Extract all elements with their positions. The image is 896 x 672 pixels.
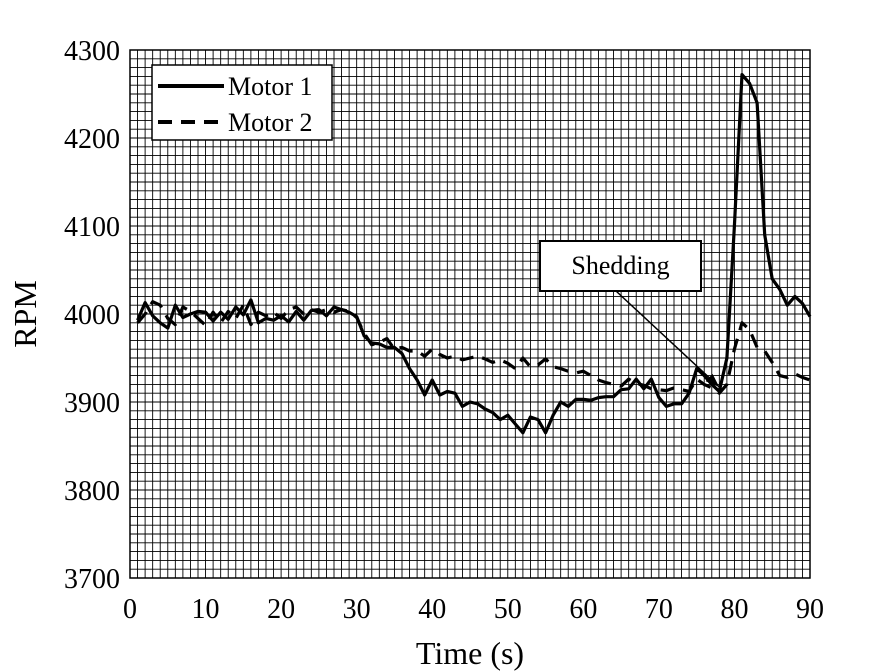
plot-frame (129, 49, 811, 579)
series-line-motor-1 (136, 72, 812, 435)
annotation-arrowhead (705, 373, 720, 387)
y-tick-labels: 3700 3800 3900 4000 4100 4200 4300 (64, 36, 120, 595)
legend-label-motor-1: Motor 1 (228, 72, 313, 101)
legend-label-motor-2: Motor 2 (228, 108, 313, 137)
series-line-motor-2 (136, 300, 811, 395)
y-tick-label: 4100 (64, 212, 120, 243)
x-tick-label: 70 (645, 594, 673, 625)
x-tick-labels: 0 10 20 30 40 50 60 70 80 90 (123, 594, 824, 625)
x-tick-label: 50 (494, 594, 522, 625)
annotation-box (539, 240, 702, 292)
legend-box (151, 64, 333, 141)
x-tick-label: 90 (796, 594, 824, 625)
x-axis-label: Time (s) (416, 635, 524, 671)
y-tick-label: 4300 (64, 36, 120, 67)
y-tick-label: 4000 (64, 300, 120, 331)
x-tick-label: 10 (192, 594, 220, 625)
series-layer (136, 72, 812, 435)
x-tick-label: 40 (418, 594, 446, 625)
annotation-label: Shedding (571, 251, 669, 280)
x-tick-label: 60 (569, 594, 597, 625)
x-tick-label: 0 (123, 594, 137, 625)
y-tick-label: 3800 (64, 476, 120, 507)
x-tick-label: 30 (343, 594, 371, 625)
y-tick-label: 3900 (64, 388, 120, 419)
legend: Motor 1 Motor 2 (151, 64, 333, 141)
y-tick-label: 4200 (64, 124, 120, 155)
annotation-arrow (615, 290, 720, 388)
y-axis-label: RPM (7, 280, 43, 348)
x-tick-label: 80 (720, 594, 748, 625)
y-tick-label: 3700 (64, 564, 120, 595)
x-tick-label: 20 (267, 594, 295, 625)
annotation-shedding: Shedding (539, 240, 720, 388)
